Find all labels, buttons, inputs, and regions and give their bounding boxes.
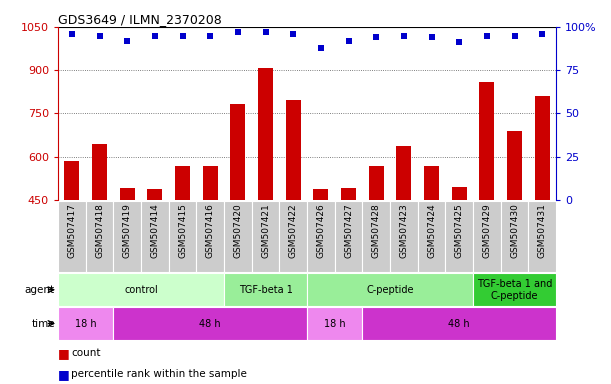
Bar bbox=[307, 273, 473, 306]
Text: 18 h: 18 h bbox=[75, 318, 97, 329]
Point bbox=[537, 31, 547, 37]
Bar bbox=[479, 82, 494, 330]
Text: GSM507428: GSM507428 bbox=[371, 204, 381, 258]
Bar bbox=[313, 189, 329, 330]
Text: GSM507423: GSM507423 bbox=[400, 204, 408, 258]
Point bbox=[288, 31, 298, 37]
Text: GSM507420: GSM507420 bbox=[233, 204, 243, 258]
Text: GSM507421: GSM507421 bbox=[261, 204, 270, 258]
Bar bbox=[473, 273, 556, 306]
Text: GSM507429: GSM507429 bbox=[482, 204, 491, 258]
Bar bbox=[114, 307, 307, 340]
Text: ■: ■ bbox=[58, 347, 70, 360]
Text: percentile rank within the sample: percentile rank within the sample bbox=[71, 369, 247, 379]
Point bbox=[426, 34, 436, 40]
Point bbox=[316, 45, 326, 51]
Bar bbox=[114, 201, 141, 272]
Bar bbox=[175, 166, 190, 330]
Bar bbox=[390, 201, 418, 272]
Bar bbox=[224, 273, 307, 306]
Point bbox=[122, 38, 132, 44]
Text: GSM507417: GSM507417 bbox=[67, 204, 76, 258]
Bar bbox=[203, 166, 218, 330]
Bar bbox=[58, 273, 224, 306]
Bar bbox=[285, 99, 301, 330]
Text: count: count bbox=[71, 348, 101, 358]
Bar bbox=[252, 201, 279, 272]
Point bbox=[178, 33, 188, 39]
Bar bbox=[535, 96, 550, 330]
Text: 18 h: 18 h bbox=[324, 318, 345, 329]
Bar bbox=[64, 161, 79, 330]
Text: agent: agent bbox=[25, 285, 55, 295]
Text: GSM507422: GSM507422 bbox=[288, 204, 298, 258]
Bar bbox=[473, 201, 500, 272]
Point bbox=[261, 29, 271, 35]
Bar bbox=[230, 104, 246, 330]
Bar bbox=[58, 307, 114, 340]
Point bbox=[455, 40, 464, 46]
Text: time: time bbox=[31, 318, 55, 329]
Bar bbox=[341, 188, 356, 330]
Bar bbox=[500, 201, 529, 272]
Bar bbox=[418, 201, 445, 272]
Text: GSM507430: GSM507430 bbox=[510, 204, 519, 258]
Text: GSM507427: GSM507427 bbox=[344, 204, 353, 258]
Point bbox=[343, 38, 353, 44]
Text: GSM507416: GSM507416 bbox=[206, 204, 214, 258]
Bar bbox=[362, 307, 556, 340]
Bar bbox=[445, 201, 473, 272]
Bar bbox=[424, 166, 439, 330]
Point bbox=[150, 33, 159, 39]
Point bbox=[399, 33, 409, 39]
Bar bbox=[335, 201, 362, 272]
Bar bbox=[507, 131, 522, 330]
Text: GSM507418: GSM507418 bbox=[95, 204, 104, 258]
Text: GSM507419: GSM507419 bbox=[123, 204, 132, 258]
Point bbox=[205, 33, 215, 39]
Text: GSM507426: GSM507426 bbox=[316, 204, 326, 258]
Point bbox=[95, 33, 104, 39]
Bar bbox=[368, 166, 384, 330]
Bar bbox=[307, 201, 335, 272]
Bar bbox=[362, 201, 390, 272]
Bar bbox=[196, 201, 224, 272]
Bar bbox=[92, 144, 107, 330]
Point bbox=[482, 33, 492, 39]
Point bbox=[233, 29, 243, 35]
Bar bbox=[58, 201, 86, 272]
Bar bbox=[258, 68, 273, 330]
Bar bbox=[224, 201, 252, 272]
Bar bbox=[529, 201, 556, 272]
Bar bbox=[141, 201, 169, 272]
Text: GSM507415: GSM507415 bbox=[178, 204, 187, 258]
Text: GSM507414: GSM507414 bbox=[150, 204, 159, 258]
Text: C-peptide: C-peptide bbox=[366, 285, 414, 295]
Text: GSM507431: GSM507431 bbox=[538, 204, 547, 258]
Text: 48 h: 48 h bbox=[448, 318, 470, 329]
Text: TGF-beta 1: TGF-beta 1 bbox=[238, 285, 293, 295]
Text: ■: ■ bbox=[58, 368, 70, 381]
Bar bbox=[452, 187, 467, 330]
Bar bbox=[169, 201, 196, 272]
Point bbox=[371, 34, 381, 40]
Text: GSM507425: GSM507425 bbox=[455, 204, 464, 258]
Bar bbox=[397, 146, 411, 330]
Text: 48 h: 48 h bbox=[199, 318, 221, 329]
Text: GSM507424: GSM507424 bbox=[427, 204, 436, 258]
Point bbox=[510, 33, 519, 39]
Bar bbox=[307, 307, 362, 340]
Bar bbox=[147, 189, 163, 330]
Text: TGF-beta 1 and
C-peptide: TGF-beta 1 and C-peptide bbox=[477, 279, 552, 301]
Point bbox=[67, 31, 77, 37]
Bar bbox=[120, 188, 135, 330]
Text: control: control bbox=[124, 285, 158, 295]
Bar bbox=[279, 201, 307, 272]
Bar bbox=[86, 201, 114, 272]
Text: GDS3649 / ILMN_2370208: GDS3649 / ILMN_2370208 bbox=[58, 13, 222, 26]
